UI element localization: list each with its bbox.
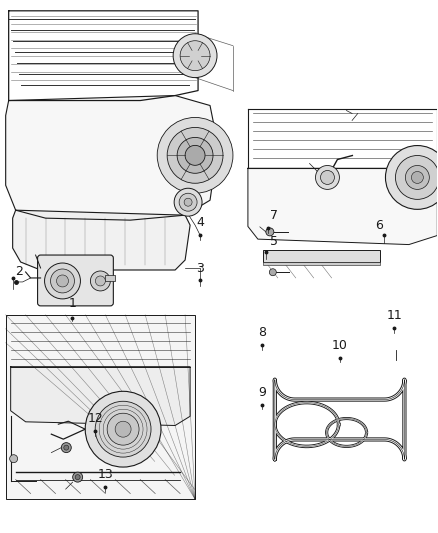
Circle shape xyxy=(174,188,202,216)
Circle shape xyxy=(315,165,339,189)
Circle shape xyxy=(167,127,223,183)
Text: 12: 12 xyxy=(88,413,103,425)
Circle shape xyxy=(107,413,139,445)
Circle shape xyxy=(115,421,131,437)
Text: 4: 4 xyxy=(196,216,204,229)
Circle shape xyxy=(75,475,80,480)
Circle shape xyxy=(266,228,274,236)
Circle shape xyxy=(180,41,210,71)
Polygon shape xyxy=(248,168,437,245)
Text: 13: 13 xyxy=(98,469,113,481)
Polygon shape xyxy=(13,210,190,270)
Circle shape xyxy=(57,275,68,287)
Polygon shape xyxy=(6,95,218,220)
Circle shape xyxy=(173,34,217,78)
Circle shape xyxy=(50,269,74,293)
Circle shape xyxy=(10,455,18,463)
Text: 11: 11 xyxy=(387,309,403,322)
Bar xyxy=(106,275,115,281)
Circle shape xyxy=(185,146,205,165)
Circle shape xyxy=(406,165,429,189)
Circle shape xyxy=(95,401,151,457)
Circle shape xyxy=(73,472,83,482)
Circle shape xyxy=(177,138,213,173)
Text: 6: 6 xyxy=(375,219,383,232)
FancyBboxPatch shape xyxy=(38,255,113,306)
Text: 10: 10 xyxy=(332,339,348,352)
Text: 5: 5 xyxy=(270,235,278,248)
Text: 1: 1 xyxy=(68,297,76,310)
Text: 9: 9 xyxy=(258,385,266,399)
Bar xyxy=(263,262,380,265)
Circle shape xyxy=(157,117,233,193)
Circle shape xyxy=(269,269,276,276)
Circle shape xyxy=(411,172,424,183)
Bar xyxy=(6,315,195,499)
Circle shape xyxy=(61,442,71,453)
Circle shape xyxy=(45,263,81,299)
Circle shape xyxy=(179,193,197,211)
Circle shape xyxy=(184,198,192,206)
Circle shape xyxy=(385,146,438,209)
Text: 8: 8 xyxy=(258,326,266,339)
Polygon shape xyxy=(11,367,190,425)
Text: 7: 7 xyxy=(270,209,278,222)
Bar xyxy=(263,250,380,262)
Circle shape xyxy=(90,271,110,291)
Circle shape xyxy=(396,156,438,199)
Circle shape xyxy=(85,391,161,467)
Circle shape xyxy=(95,276,106,286)
Text: 3: 3 xyxy=(196,262,204,275)
Circle shape xyxy=(64,445,69,450)
Circle shape xyxy=(321,171,335,184)
Text: 2: 2 xyxy=(15,265,23,278)
